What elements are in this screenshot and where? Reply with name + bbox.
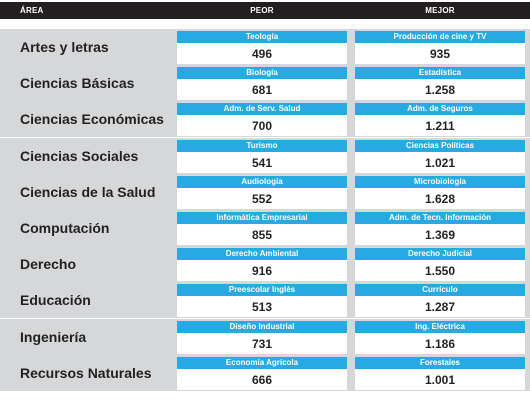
area-name: Ingeniería bbox=[20, 328, 87, 345]
area-name: Artes y letras bbox=[20, 39, 109, 55]
peor-salary-value: 855 bbox=[251, 228, 273, 242]
mejor-career-label: Microbiología bbox=[355, 175, 525, 188]
header-area: ÁREA bbox=[20, 6, 44, 15]
peor-career-label: Preescolar Inglés bbox=[177, 284, 347, 297]
mejor-career-label: Producción de cine y TV bbox=[355, 31, 525, 43]
table-row: Ciencias Económicas Adm. de Serv. Salud 70… bbox=[0, 101, 530, 138]
peor-salary-value: 552 bbox=[251, 191, 273, 206]
table-row: Educación Preescolar Inglés 513 Currículo 1.… bbox=[0, 282, 530, 319]
header-mejor: MEJOR bbox=[425, 6, 455, 15]
peor-career-label: Audiología bbox=[177, 175, 347, 188]
mejor-salary-value: 1.550 bbox=[424, 264, 456, 279]
table-row: Computación Informática Empresarial 855 Adm… bbox=[0, 210, 530, 246]
peor-cell: Adm. de Serv. Salud 700 bbox=[177, 103, 347, 137]
peor-career-label: Teología bbox=[177, 31, 347, 43]
peor-career-label: Informática Empresarial bbox=[177, 212, 347, 224]
mejor-salary-value: 1.021 bbox=[424, 155, 456, 170]
area-name: Recursos Naturales bbox=[20, 364, 152, 381]
mejor-cell: Estadística 1.258 bbox=[355, 67, 525, 101]
mejor-cell: Adm. de Seguros 1.211 bbox=[355, 103, 525, 137]
table-row: Ciencias de la Salud Audiología 552 Microbi… bbox=[0, 173, 530, 210]
peor-cell: Preescolar Inglés 513 bbox=[177, 284, 347, 318]
area-name: Computación bbox=[20, 220, 110, 236]
table-header: ÁREA PEOR MEJOR bbox=[0, 2, 530, 19]
peor-career-label: Adm. de Serv. Salud bbox=[177, 103, 347, 116]
mejor-salary-value: 1.287 bbox=[424, 300, 456, 315]
peor-salary-value: 513 bbox=[251, 300, 273, 315]
mejor-salary-value: 1.628 bbox=[424, 191, 456, 206]
mejor-career-label: Estadística bbox=[355, 67, 525, 80]
peor-cell: Economía Agrícola 666 bbox=[177, 356, 347, 390]
mejor-cell: Adm. de Tecn. Información 1.369 bbox=[355, 212, 525, 245]
mejor-salary-value: 1.186 bbox=[424, 336, 456, 351]
peor-career-label: Derecho Ambiental bbox=[177, 248, 347, 261]
mejor-cell: Forestales 1.001 bbox=[355, 356, 525, 390]
area-name: Derecho bbox=[20, 256, 77, 273]
area-name: Ciencias Sociales bbox=[20, 147, 139, 164]
mejor-career-label: Ciencias Políticas bbox=[355, 139, 525, 152]
table-row: Ciencias Sociales Turismo 541 Ciencias Polí… bbox=[0, 137, 530, 174]
mejor-salary-value: 1.211 bbox=[425, 119, 455, 134]
peor-cell: Turismo 541 bbox=[177, 139, 347, 173]
header-peor: PEOR bbox=[250, 6, 274, 15]
mejor-cell: Producción de cine y TV 935 bbox=[355, 31, 525, 64]
area-name: Ciencias Económicas bbox=[20, 111, 164, 128]
mejor-career-label: Ing. Eléctrica bbox=[355, 320, 525, 333]
peor-salary-value: 541 bbox=[251, 155, 273, 170]
mejor-salary-value: 1.258 bbox=[424, 83, 456, 98]
mejor-cell: Ciencias Políticas 1.021 bbox=[355, 139, 525, 173]
peor-cell: Diseño Industrial 731 bbox=[177, 320, 347, 354]
table-row: Recursos Naturales Economía Agrícola 666 Fo… bbox=[0, 354, 530, 391]
table-row: Ingeniería Diseño Industrial 731 Ing. Eléct… bbox=[0, 318, 530, 355]
peor-cell: Audiología 552 bbox=[177, 175, 347, 209]
mejor-career-label: Forestales bbox=[355, 356, 525, 369]
mejor-cell: Derecho Judicial 1.550 bbox=[355, 248, 525, 282]
peor-cell: Biología 681 bbox=[177, 67, 347, 101]
peor-salary-value: 916 bbox=[251, 264, 273, 279]
peor-cell: Derecho Ambiental 916 bbox=[177, 248, 347, 282]
table-row: Derecho Derecho Ambiental 916 Derecho Judic… bbox=[0, 246, 530, 283]
peor-career-label: Economía Agrícola bbox=[177, 356, 347, 369]
peor-salary-value: 681 bbox=[251, 83, 273, 98]
mejor-salary-value: 1.369 bbox=[424, 228, 456, 242]
mejor-cell: Microbiología 1.628 bbox=[355, 175, 525, 209]
peor-cell: Teología 496 bbox=[177, 31, 347, 64]
peor-career-label: Diseño Industrial bbox=[177, 320, 347, 333]
peor-salary-value: 496 bbox=[251, 47, 273, 61]
mejor-career-label: Adm. de Tecn. Información bbox=[355, 212, 525, 224]
mejor-cell: Ing. Eléctrica 1.186 bbox=[355, 320, 525, 354]
mejor-career-label: Adm. de Seguros bbox=[355, 103, 525, 116]
area-name: Ciencias Básicas bbox=[20, 75, 135, 92]
peor-cell: Informática Empresarial 855 bbox=[177, 212, 347, 245]
peor-salary-value: 731 bbox=[251, 336, 273, 351]
mejor-career-label: Derecho Judicial bbox=[355, 248, 525, 261]
table-row: Ciencias Básicas Biología 681 Estadística 1.… bbox=[0, 65, 530, 102]
area-name: Ciencias de la Salud bbox=[20, 183, 156, 200]
peor-salary-value: 666 bbox=[251, 372, 273, 387]
area-name: Educación bbox=[20, 292, 91, 309]
mejor-career-label: Currículo bbox=[355, 284, 525, 297]
table-row: Artes y letras Teología 496 Producción de c… bbox=[0, 29, 530, 65]
peor-career-label: Turismo bbox=[177, 139, 347, 152]
mejor-salary-value: 1.001 bbox=[424, 372, 456, 387]
mejor-cell: Currículo 1.287 bbox=[355, 284, 525, 318]
mejor-salary-value: 935 bbox=[429, 47, 451, 61]
peor-career-label: Biología bbox=[177, 67, 347, 80]
peor-salary-value: 700 bbox=[251, 119, 273, 134]
